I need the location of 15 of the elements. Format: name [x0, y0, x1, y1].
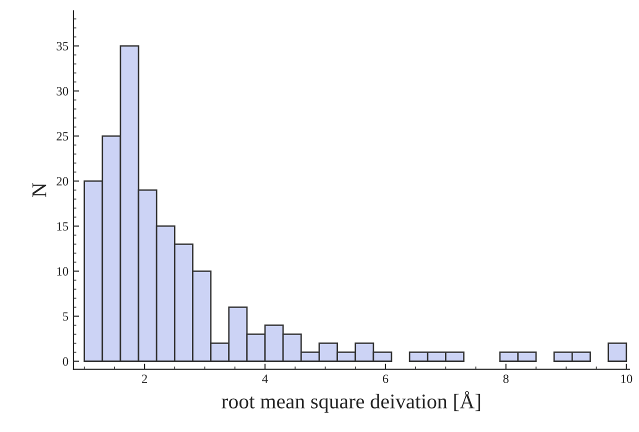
x-tick-label: 2 — [142, 374, 147, 383]
x-axis-title: root mean square deivation [Å] — [222, 391, 480, 413]
y-axis-title: N — [32, 183, 46, 198]
x-tick-label: 10 — [621, 374, 632, 384]
y-tick-label: 20 — [56, 177, 68, 186]
x-tick-label: 4 — [262, 374, 268, 383]
x-tick-label: 6 — [382, 374, 388, 384]
y-tick-label: 0 — [62, 357, 68, 366]
x-tick-label: 8 — [503, 374, 509, 384]
y-tick-label: 30 — [56, 87, 68, 96]
y-tick-label: 5 — [63, 312, 68, 321]
y-tick-label: 25 — [56, 132, 68, 140]
y-tick-label: 10 — [57, 267, 68, 276]
y-tick-label: 15 — [57, 222, 68, 231]
y-tick-label: 35 — [56, 42, 68, 50]
